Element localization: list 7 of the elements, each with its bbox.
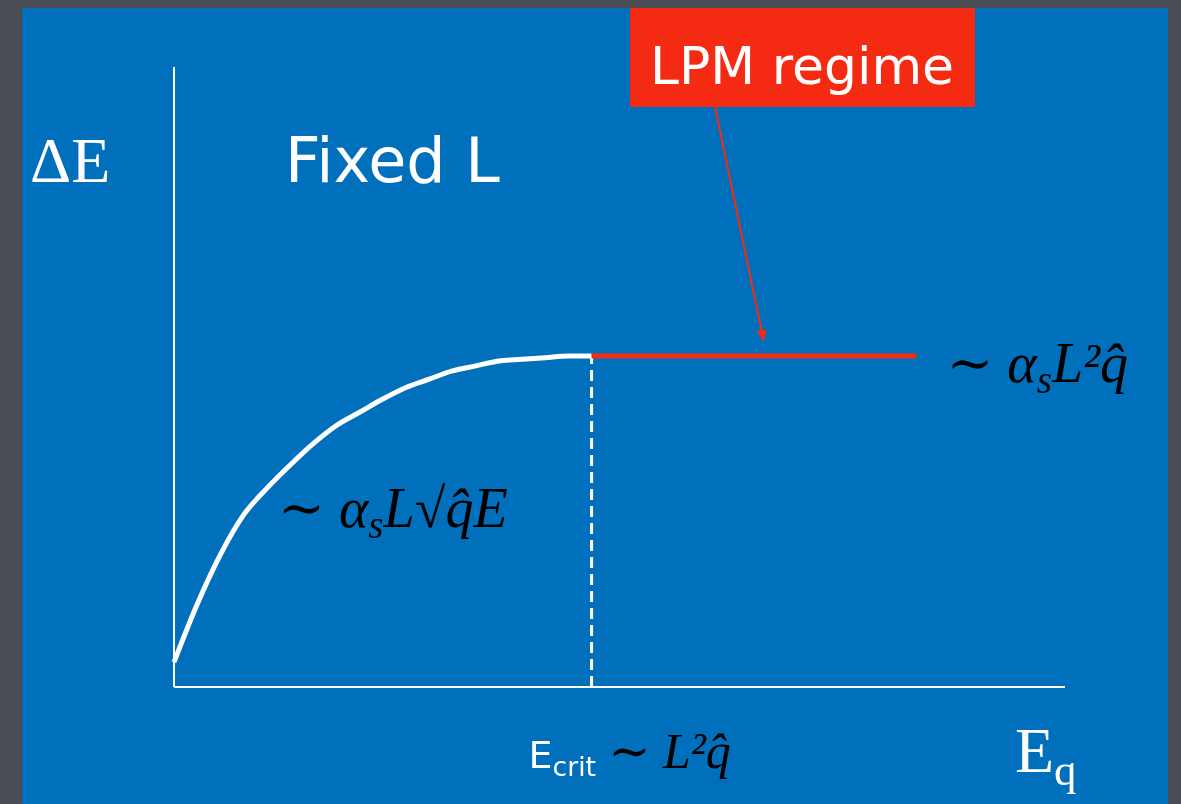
annotation: ∼ α$_{s}$L√q̂E (278, 477, 508, 547)
text: LPM regime (649, 36, 955, 96)
chart-title: Fixed L (285, 124, 501, 197)
y-axis-title: ΔE (30, 125, 111, 196)
text: E$_{crit}$ ∼ L²q̂ (528, 723, 731, 782)
x-axis-title: E$_{q}$ (1015, 715, 1077, 795)
annotation: ∼ α$_{s}$L²q̂ (946, 332, 1128, 402)
